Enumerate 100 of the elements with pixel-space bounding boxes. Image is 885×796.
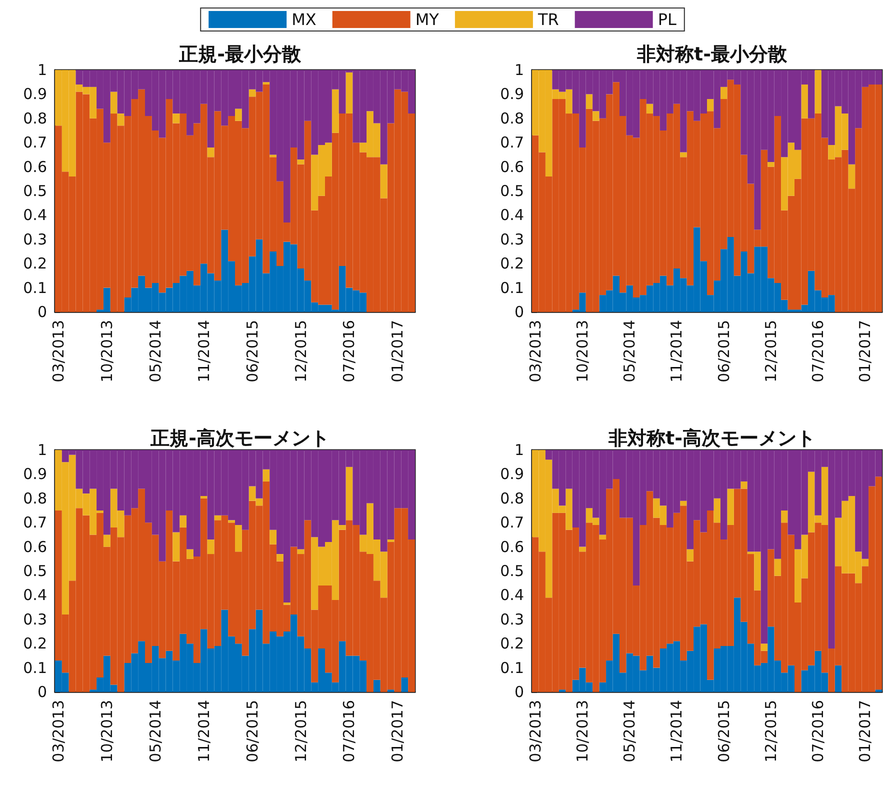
bar	[228, 520, 235, 523]
y-tick-label: 0.1	[23, 278, 47, 297]
x-tick-label: 12/2015	[762, 700, 780, 762]
bar	[186, 549, 194, 559]
y-tick-label: 0.8	[500, 489, 524, 508]
x-tick-label: 10/2013	[573, 700, 592, 762]
bar	[110, 92, 118, 114]
bar	[117, 114, 124, 126]
bar	[346, 72, 353, 114]
bar	[332, 89, 339, 133]
x-tick-label: 11/2014	[668, 320, 686, 382]
y-tick-label: 0	[37, 303, 47, 321]
x-tick-label: 01/2017	[388, 700, 407, 762]
bar	[727, 488, 734, 526]
y-tick-label: 0.5	[23, 562, 47, 580]
x-tick-label: 07/2016	[809, 700, 828, 762]
y-tick-label: 0	[514, 683, 524, 701]
bar	[599, 534, 606, 540]
chart-title: 正規-高次モーメント	[150, 428, 330, 450]
bar	[814, 70, 822, 114]
bar	[373, 680, 380, 692]
legend-label: PL	[658, 10, 676, 29]
x-tick-label: 07/2016	[809, 320, 828, 382]
bar	[262, 469, 270, 482]
y-tick-label: 0.8	[500, 109, 524, 128]
bar	[760, 644, 768, 651]
x-tick-label: 12/2015	[762, 320, 780, 382]
bar	[848, 164, 856, 189]
bar	[834, 665, 842, 692]
bar	[235, 108, 242, 121]
y-tick-label: 0.5	[23, 182, 47, 200]
x-tick-label: 06/2015	[243, 700, 262, 762]
x-tick-label: 06/2015	[714, 320, 733, 382]
y-tick-label: 0.4	[500, 586, 524, 604]
y-tick-label: 0.4	[23, 206, 47, 224]
x-tick-label: 05/2014	[620, 320, 639, 382]
y-tick-label: 0.2	[500, 634, 524, 653]
bar	[680, 500, 687, 506]
bar	[172, 532, 180, 562]
y-tick-label: 0.4	[23, 586, 47, 604]
x-tick-label: 05/2014	[620, 700, 639, 762]
y-tick-label: 0.5	[500, 562, 524, 580]
y-tick-label: 0.3	[500, 230, 524, 248]
y-tick-label: 0.3	[23, 610, 47, 628]
bar	[297, 160, 304, 164]
bar	[720, 86, 728, 100]
bar	[586, 94, 593, 109]
x-tick-label: 01/2017	[856, 700, 874, 762]
y-tick-label: 0.6	[23, 538, 47, 556]
legend-label: TR	[536, 10, 559, 29]
bar	[579, 546, 586, 552]
y-tick-label: 0.7	[500, 514, 524, 532]
y-tick-label: 0.2	[23, 254, 47, 273]
bar	[714, 498, 720, 523]
x-tick-label: 05/2014	[146, 700, 164, 762]
y-tick-label: 0.1	[23, 658, 47, 677]
bar	[248, 89, 256, 97]
y-tick-label: 0.3	[500, 610, 524, 628]
y-tick-label: 0.7	[23, 134, 47, 152]
bar	[207, 540, 214, 554]
bar	[592, 111, 600, 121]
legend-label: MY	[415, 10, 440, 29]
bar	[707, 99, 714, 112]
y-tick-label: 0.9	[500, 85, 524, 104]
y-tick-label: 0.7	[500, 134, 524, 152]
bar	[686, 549, 694, 562]
x-tick-label: 03/2013	[49, 320, 68, 382]
x-tick-label: 11/2014	[194, 320, 213, 382]
x-tick-label: 07/2016	[340, 700, 358, 762]
bar	[781, 510, 788, 523]
legend-label: MX	[292, 10, 316, 29]
x-tick-label: 03/2013	[49, 700, 68, 762]
x-tick-label: 05/2014	[146, 320, 164, 382]
y-tick-label: 0.2	[23, 634, 47, 653]
x-tick-label: 07/2016	[340, 320, 358, 382]
y-tick-label: 1	[37, 441, 47, 459]
y-tick-label: 1	[514, 441, 524, 459]
bar	[270, 530, 277, 544]
x-tick-label: 06/2015	[243, 320, 262, 382]
y-tick-label: 0.4	[500, 206, 524, 224]
y-tick-label: 0.9	[23, 85, 47, 104]
chart-title: 正規-最小分散	[178, 44, 302, 66]
bar	[680, 152, 687, 158]
y-tick-label: 0.9	[500, 465, 524, 484]
y-tick-label: 0.6	[500, 538, 524, 556]
x-tick-label: 10/2013	[98, 700, 116, 762]
y-tick-label: 0.7	[23, 514, 47, 532]
bar	[283, 602, 290, 605]
y-tick-label: 0.6	[23, 158, 47, 176]
chart-title: 非対称t-最小分散	[636, 44, 788, 66]
chart-title: 非対称t-高次モーメント	[608, 428, 816, 450]
y-tick-label: 0.9	[23, 465, 47, 484]
bar	[270, 154, 277, 158]
x-tick-label: 01/2017	[856, 320, 874, 382]
x-tick-label: 06/2015	[714, 700, 733, 762]
bar	[103, 534, 110, 547]
y-tick-label: 0.5	[500, 182, 524, 200]
bar	[380, 164, 388, 198]
bar	[768, 162, 774, 167]
x-tick-label: 10/2013	[573, 320, 592, 382]
